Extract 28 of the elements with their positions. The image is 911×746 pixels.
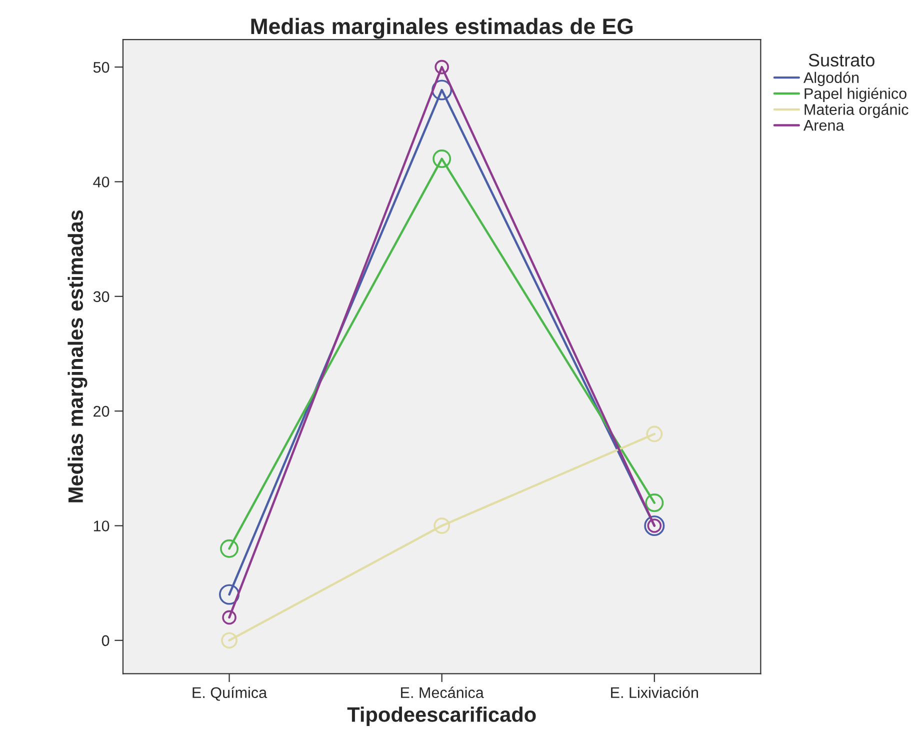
point — [645, 494, 664, 512]
legend-label: Algodón — [803, 72, 859, 86]
y-tick-label: 50 — [93, 62, 110, 73]
legend-label: Materia orgánic — [804, 104, 908, 118]
legend-title: Sustrato — [808, 54, 874, 67]
y-tick-label: 40 — [93, 176, 110, 188]
legend-label: Papel higiénico — [804, 88, 906, 102]
chart-title: Medias marginales estimadas de EG — [251, 18, 633, 39]
point — [646, 426, 663, 442]
x-tick-label: E. Química — [192, 686, 268, 701]
point — [222, 610, 236, 625]
point — [434, 60, 449, 74]
legend-label: Arena — [803, 120, 844, 131]
y-tick-label: 30 — [93, 291, 110, 302]
y-tick-label: 0 — [102, 635, 110, 646]
point — [432, 150, 452, 168]
point — [434, 518, 450, 534]
x-tick-label: E. Mecánica — [401, 686, 484, 698]
x-tick-label: E. Lixiviación — [611, 686, 698, 698]
y-tick-label: 20 — [94, 406, 110, 417]
y-axis-title: Medias marginales estimadas — [68, 210, 88, 502]
point — [218, 584, 240, 605]
point — [221, 632, 238, 649]
y-tick-label: 10 — [94, 520, 110, 532]
x-axis-title: Tipodeescarificado — [347, 706, 536, 726]
point — [432, 80, 452, 100]
point — [644, 515, 665, 536]
point — [220, 539, 239, 558]
